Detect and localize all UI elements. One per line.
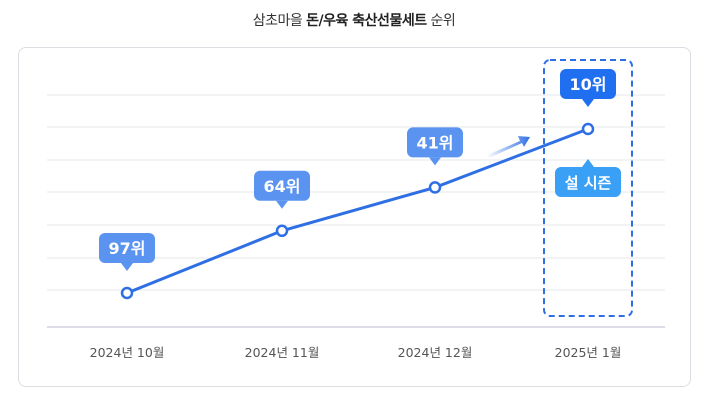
series-line xyxy=(126,127,589,295)
annotation-tail xyxy=(582,159,594,167)
data-label-bubble xyxy=(560,69,616,99)
highlight-box xyxy=(543,59,633,317)
data-label-bubble xyxy=(407,127,463,158)
x-tick-label: 2024년 11월 xyxy=(245,345,320,360)
data-point xyxy=(275,224,289,238)
data-label: 97위 xyxy=(109,239,146,258)
data-point xyxy=(120,286,134,300)
annotation-bubble xyxy=(555,167,621,197)
data-point xyxy=(581,122,595,136)
bubble-tail xyxy=(121,263,133,271)
chart-title: 삼초마을 돈/우육 축산선물세트 순위 xyxy=(252,13,456,29)
data-point xyxy=(428,181,442,194)
bubble-tail xyxy=(429,157,441,166)
annotation-label: 설 시즌 xyxy=(565,174,612,192)
x-tick-label: 2024년 12월 xyxy=(398,345,473,360)
bubble-tail xyxy=(582,99,594,107)
data-label: 41위 xyxy=(417,133,454,152)
data-label: 64위 xyxy=(264,177,301,196)
x-tick-label: 2025년 1월 xyxy=(555,345,622,360)
data-label-bubble xyxy=(99,233,155,263)
x-tick-label: 2024년 10월 xyxy=(90,345,165,360)
trend-arrow-icon xyxy=(487,136,530,158)
chart-card xyxy=(18,47,691,387)
bubble-tail xyxy=(276,200,288,209)
data-label-bubble xyxy=(254,170,310,201)
data-label: 10위 xyxy=(570,75,607,94)
